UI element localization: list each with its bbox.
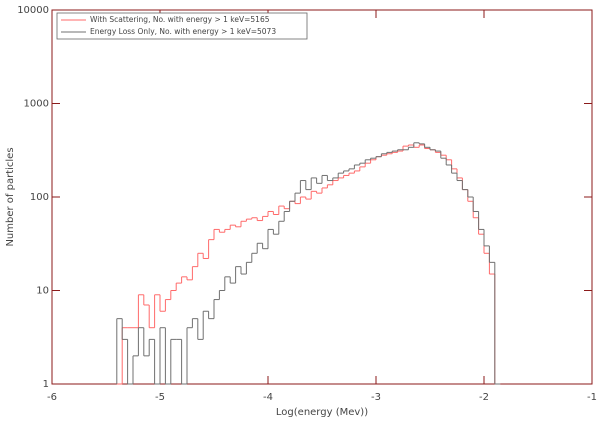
x-tick-label: -4 <box>263 392 273 403</box>
x-axis-label: Log(energy (Mev)) <box>276 407 368 418</box>
y-tick-label: 100 <box>30 192 49 203</box>
y-axis-label: Number of particles <box>5 147 16 246</box>
y-tick-label: 10 <box>36 286 49 297</box>
x-tick-label: -6 <box>47 392 57 403</box>
legend-label: With Scattering, No. with energy > 1 keV… <box>90 15 270 24</box>
y-tick-label: 1000 <box>24 99 49 110</box>
x-tick-label: -2 <box>479 392 489 403</box>
x-tick-label: -1 <box>587 392 597 403</box>
x-tick-label: -5 <box>155 392 165 403</box>
y-tick-label: 10000 <box>17 5 49 16</box>
y-tick-label: 1 <box>43 379 49 390</box>
legend-box <box>56 12 308 40</box>
x-tick-label: -3 <box>371 392 381 403</box>
legend-label: Energy Loss Only, No. with energy > 1 ke… <box>90 27 276 36</box>
